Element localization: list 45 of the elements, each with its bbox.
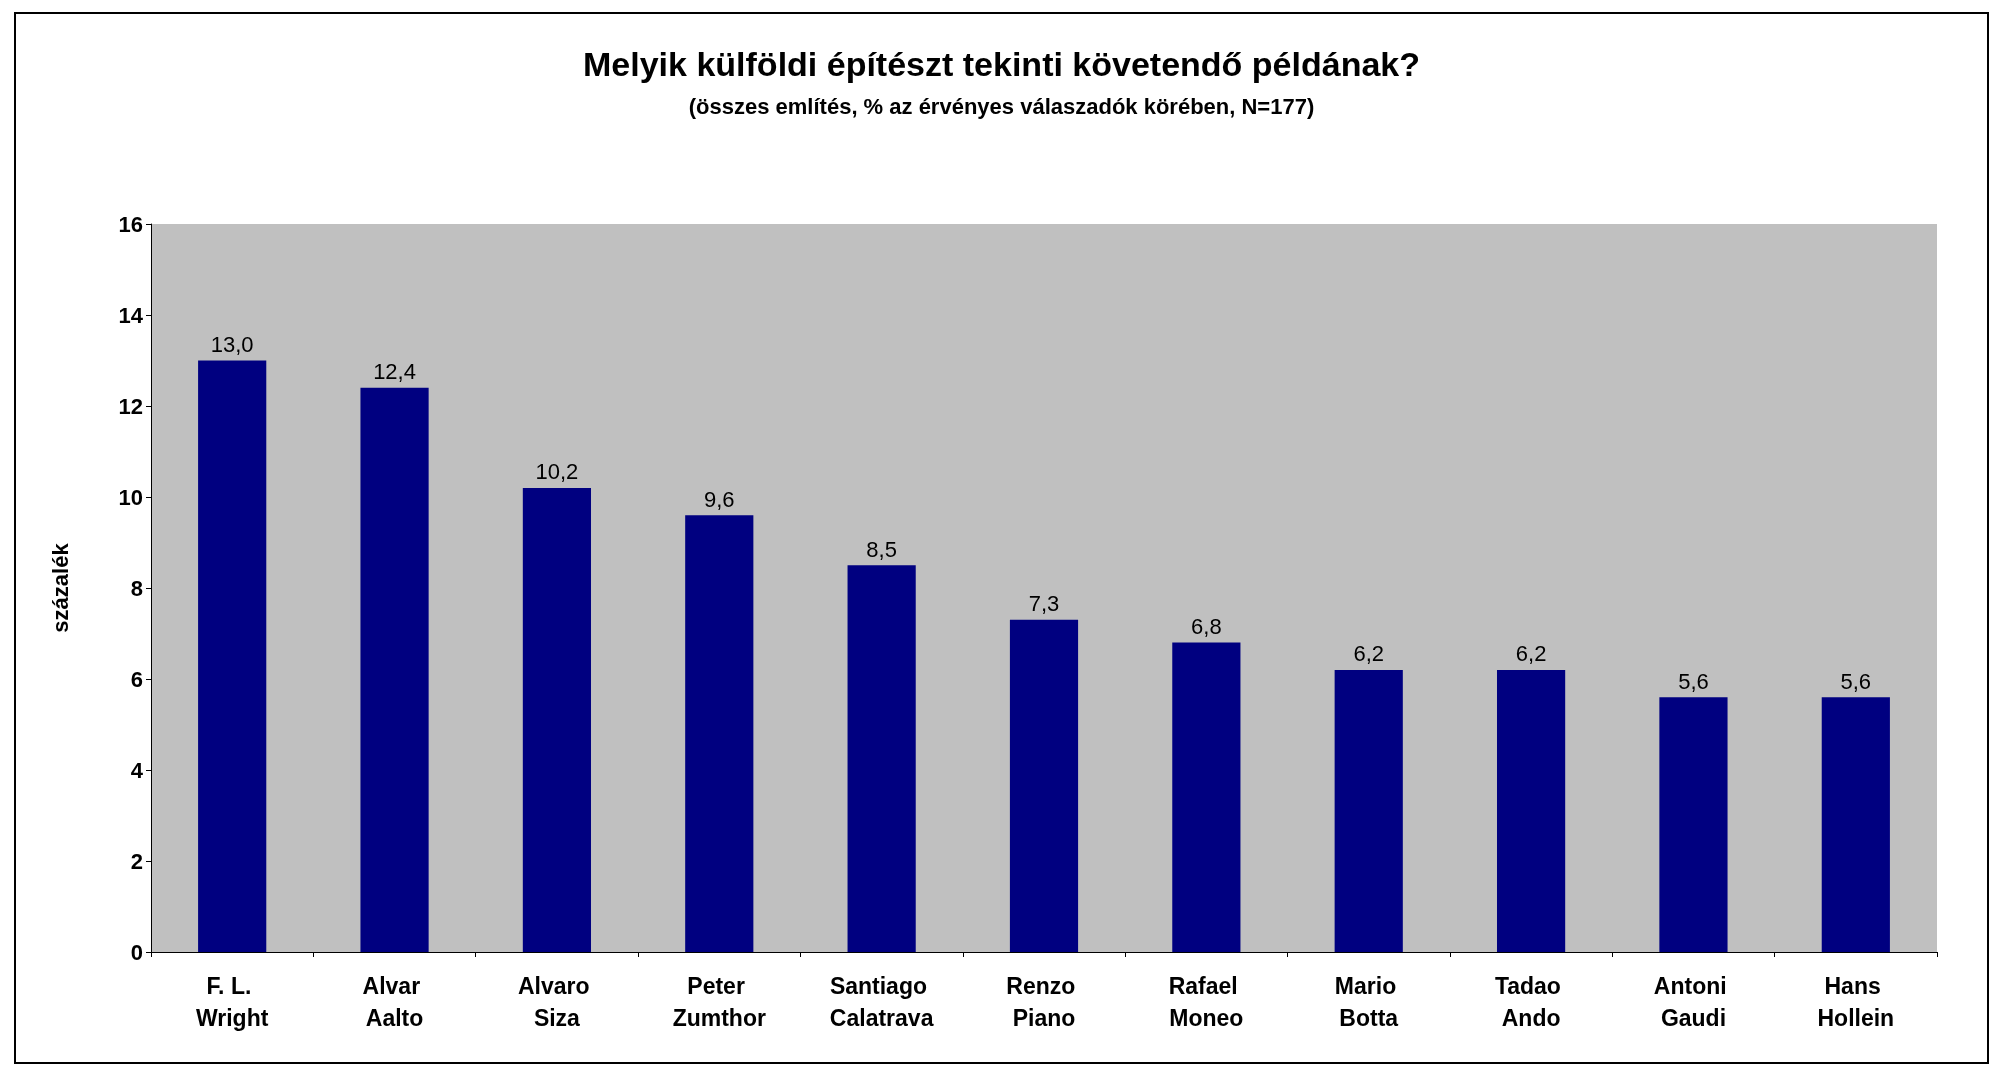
data-label: 9,6 (703, 486, 735, 512)
x-tick-label: Alvaro Siza (517, 973, 596, 1031)
x-tick-label: Tadao Ando (1494, 973, 1568, 1031)
bar (1009, 619, 1079, 952)
bar (1172, 642, 1241, 952)
x-tick-label: Renzo Piano (1006, 973, 1082, 1031)
data-label: 13,0 (210, 332, 254, 357)
x-tick-label: Rafael Moneo (1168, 973, 1245, 1031)
data-label: 10,2 (535, 459, 579, 485)
bar (360, 387, 429, 952)
y-axis-title: százalék (47, 542, 73, 633)
bar (847, 565, 916, 952)
data-label: 6,8 (1191, 614, 1222, 640)
y-tick-label: 10 (118, 484, 143, 510)
y-tick-label: 12 (118, 393, 143, 419)
data-label: 6,2 (1515, 641, 1547, 667)
data-label: 7,3 (1028, 591, 1060, 617)
x-tick-label: Peter Zumthor (672, 973, 766, 1031)
x-tick-label: F. L. Wright (195, 973, 269, 1031)
data-label: 12,4 (373, 359, 416, 385)
bar (1821, 697, 1890, 952)
y-tick-label: 2 (130, 848, 143, 874)
bar (1496, 669, 1566, 952)
bar (198, 360, 267, 952)
y-tick-label: 4 (130, 757, 144, 783)
bar (1334, 669, 1403, 952)
chart-subtitle: (összes említés, % az érvényes válaszadók körében, N=177) (688, 93, 1315, 119)
data-label: 5,6 (1678, 668, 1709, 694)
data-label: 5,6 (1840, 668, 1872, 694)
y-tick-label: 0 (130, 939, 143, 965)
bar (522, 487, 592, 952)
bar (1659, 697, 1728, 952)
data-label: 6,2 (1353, 641, 1385, 667)
chart-title: Melyik külföldi építészt tekinti követendő példának? (583, 45, 1420, 83)
y-tick-label: 14 (118, 302, 144, 328)
x-tick-label: Mario Botta (1334, 973, 1403, 1031)
x-tick-label: Alvar Aalto (362, 973, 427, 1031)
x-tick-label: Hans Hollein (1817, 973, 1895, 1031)
y-tick-label: 16 (118, 211, 143, 237)
data-label: 8,5 (866, 536, 897, 562)
x-tick-label: Santiago Calatrava (829, 973, 934, 1031)
x-tick-label: Antoni Gaudi (1653, 973, 1734, 1031)
y-tick-label: 6 (130, 666, 143, 692)
y-tick-label: 8 (130, 575, 143, 601)
bar (685, 515, 754, 952)
